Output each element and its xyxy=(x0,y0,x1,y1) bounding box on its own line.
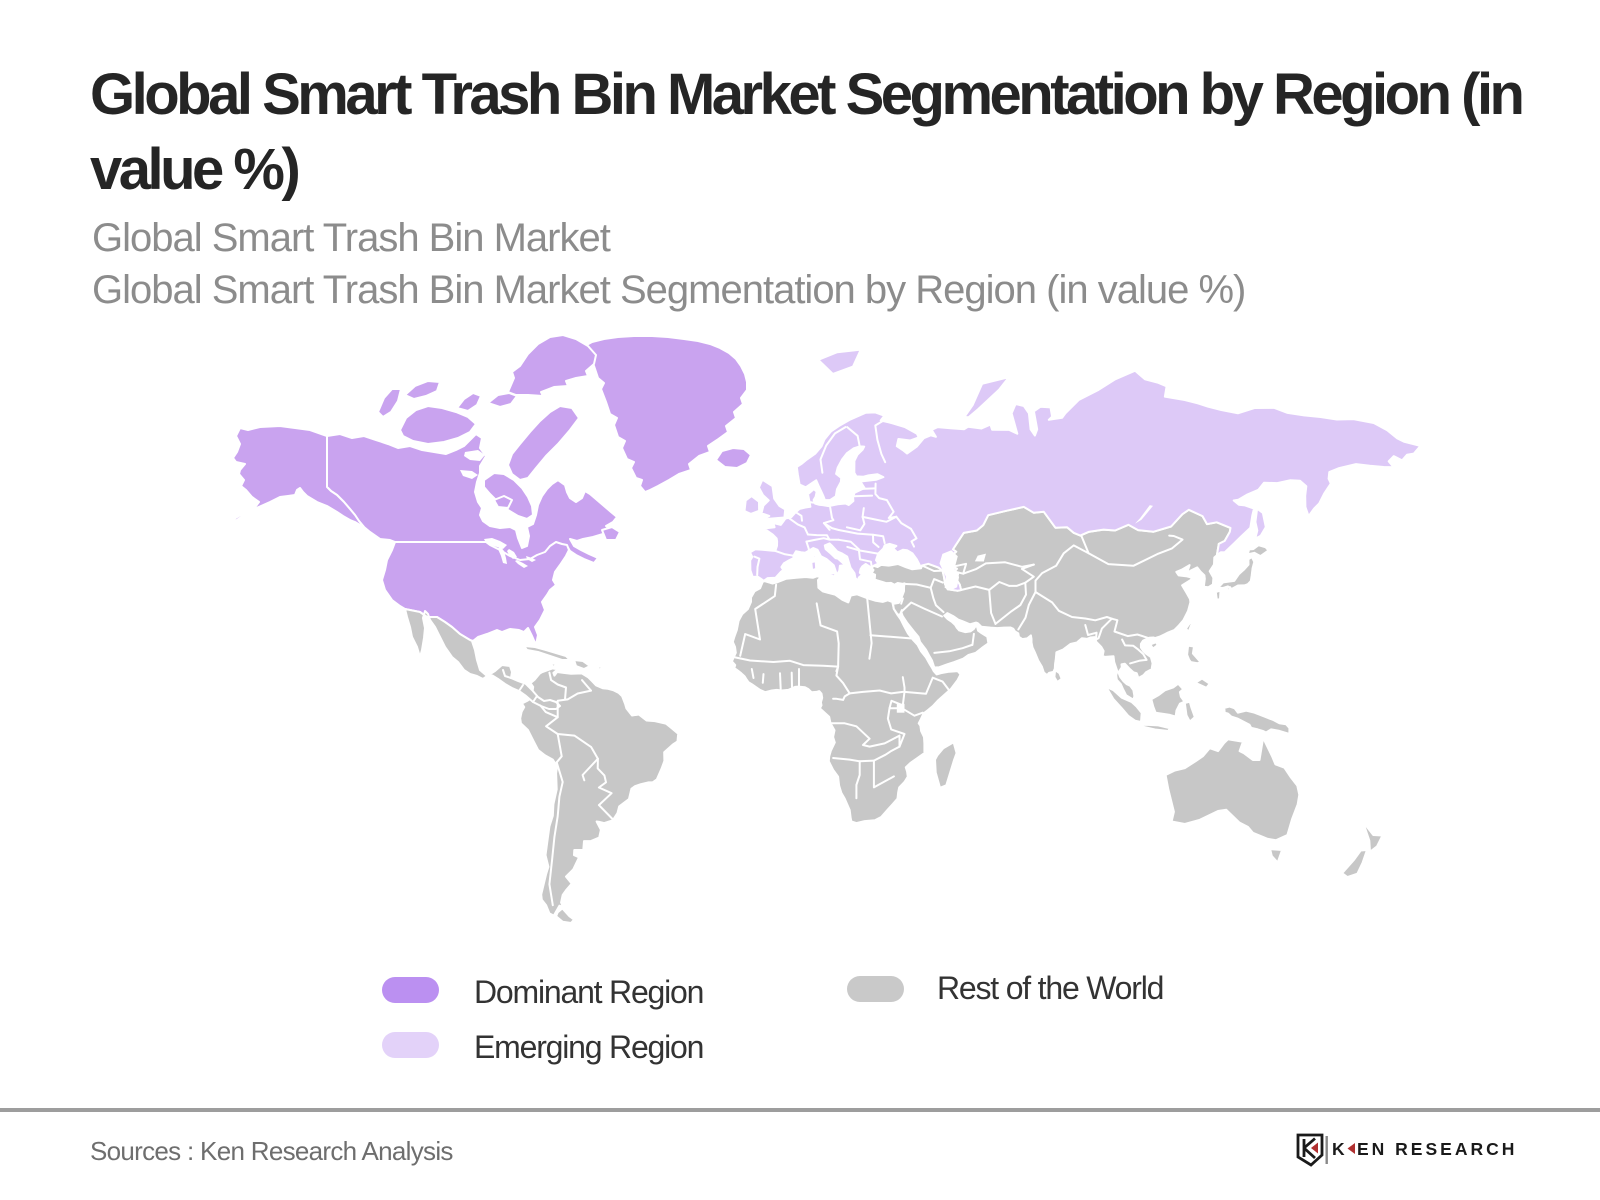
svg-text:K: K xyxy=(1332,1139,1348,1159)
svg-text:EN RESEARCH: EN RESEARCH xyxy=(1357,1139,1517,1159)
